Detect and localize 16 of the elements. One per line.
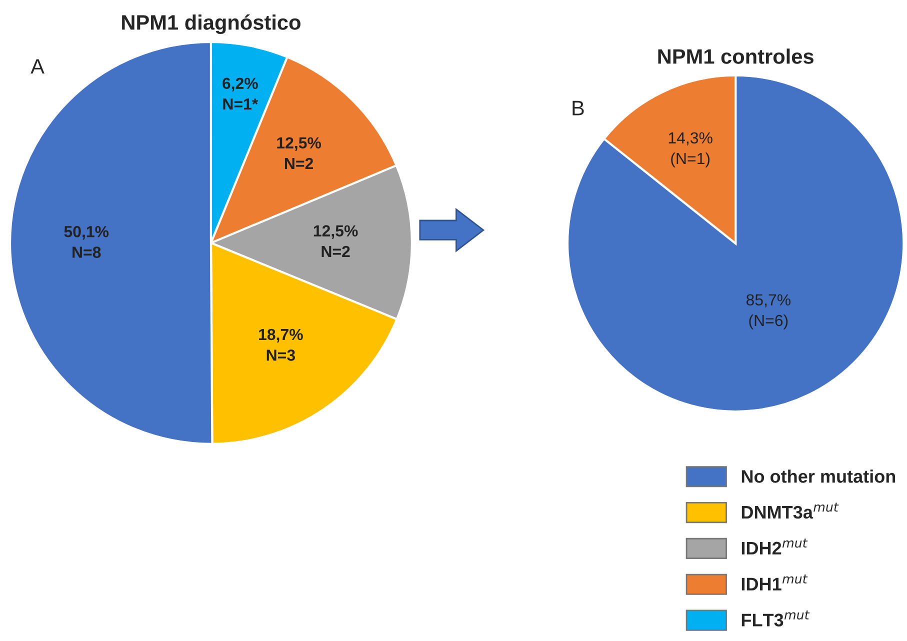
data-label: 12,5% N=2 (314, 225, 358, 258)
data-label: 14,3% (N=1) (668, 132, 712, 168)
data-label: 18,7% N=3 (259, 328, 303, 361)
data-label: 12,5% N=2 (277, 137, 322, 170)
data-label: 50,1% N=8 (64, 226, 109, 258)
data-label: 85,7% (N=6) (746, 294, 790, 330)
legend-label: IDH1$^{mut}$ (742, 574, 808, 590)
legend-label: IDH2$^{mut}$ (742, 538, 808, 554)
text: A (30, 59, 44, 74)
legend-label: DNMT3a$^{mut}$ (742, 502, 839, 519)
chart-title: NPM1 diagnóstico (122, 14, 300, 34)
legend-label: No other mutation (742, 470, 896, 483)
data-label: 6,2% N=1* (222, 78, 258, 110)
legend-label: FLT3$^{mut}$ (742, 610, 810, 626)
text: B (572, 100, 584, 116)
chart-title: NPM1 controles (658, 48, 814, 64)
